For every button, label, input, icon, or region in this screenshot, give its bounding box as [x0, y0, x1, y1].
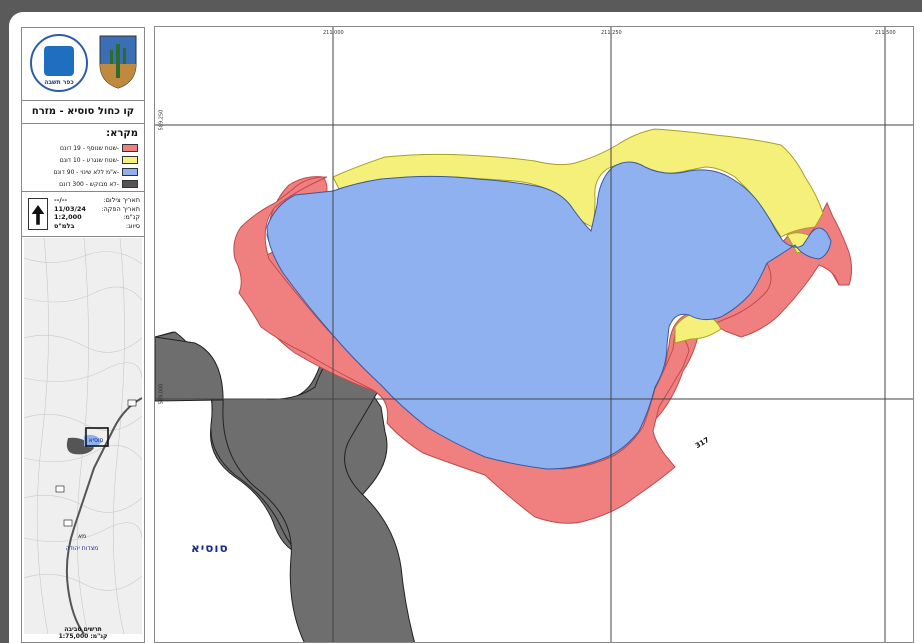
map-title: קו כחול סוסיא - מזרח	[22, 101, 144, 124]
grid-label-top: 211,500	[875, 30, 896, 36]
legend-swatch	[122, 156, 138, 164]
council-logo: כפר תשבה	[30, 34, 88, 92]
town-label-susya: סוסיא	[191, 541, 229, 555]
overview-label-ma: מא	[78, 533, 86, 540]
map-sidebar: כפר תשבה קו כחול סוסיא - מזרח מקרא: -שטח…	[21, 27, 145, 643]
grid-label-left: 589,250	[158, 109, 165, 131]
council-logo-caption: כפר תשבה	[44, 79, 74, 86]
north-arrow-icon	[28, 198, 48, 230]
legend-title: מקרא:	[106, 128, 138, 139]
legend-label: -לא מבוקש - 300 דונם	[59, 180, 119, 188]
legend: מקרא: -שטח שנוסף - 19 דונם -שטח שנגרע - …	[22, 124, 144, 192]
shield-emblem-icon	[99, 35, 137, 89]
info-row-scale: קנ"מ: 1:2,000	[54, 213, 140, 221]
overview-map: סוסיא מא מצדות יהודה	[24, 238, 142, 634]
grid-label-top: 211,000	[323, 30, 344, 36]
info-row-production-date: תאריך הפקה: 11/03/24	[54, 204, 140, 213]
legend-item-not-requested: -לא מבוקש - 300 דונם	[28, 178, 138, 190]
unchanged-area	[266, 161, 832, 470]
overview-label-mezadot: מצדות יהודה	[66, 545, 99, 552]
legend-swatch	[122, 144, 138, 152]
grid-label-left: 589,000	[158, 383, 165, 405]
map-info: תאריך צילום: --/-- תאריך הפקה: 11/03/24 …	[22, 192, 144, 237]
council-logo-building-icon	[44, 46, 74, 76]
legend-label: -שטח שנגרע - 10 דונם	[59, 156, 119, 164]
legend-swatch	[122, 168, 138, 176]
legend-item-removed: -שטח שנגרע - 10 דונם	[28, 154, 138, 166]
grid-lines	[155, 27, 913, 642]
map-sheet: כפר תשבה קו כחול סוסיא - מזרח מקרא: -שטח…	[9, 12, 922, 643]
overview-label-susya: סוסיא	[89, 437, 104, 444]
info-row-photo-date: תאריך צילום: --/--	[54, 196, 140, 204]
legend-swatch	[122, 180, 138, 188]
legend-label: -שטח שנוסף - 19 דונם	[60, 144, 119, 152]
grid-label-top: 211,250	[601, 30, 622, 36]
legend-label: -א"מ ללא שינוי - 90 דונם	[53, 168, 119, 176]
legend-item-unchanged: -א"מ ללא שינוי - 90 דונם	[28, 166, 138, 178]
info-row-classification: סיווג: בלמ"ס	[54, 221, 140, 230]
main-map: 211,000 211,250 211,500 589,250 589,000	[154, 26, 914, 643]
logos-box: כפר תשבה	[22, 28, 144, 101]
map-canvas	[155, 27, 913, 642]
overview-caption: תרשים סביבה קנ"מ: 1:75,000	[58, 626, 108, 640]
legend-item-added: -שטח שנוסף - 19 דונם	[28, 142, 138, 154]
overview-map-graphic: סוסיא מא מצדות יהודה	[24, 238, 142, 634]
